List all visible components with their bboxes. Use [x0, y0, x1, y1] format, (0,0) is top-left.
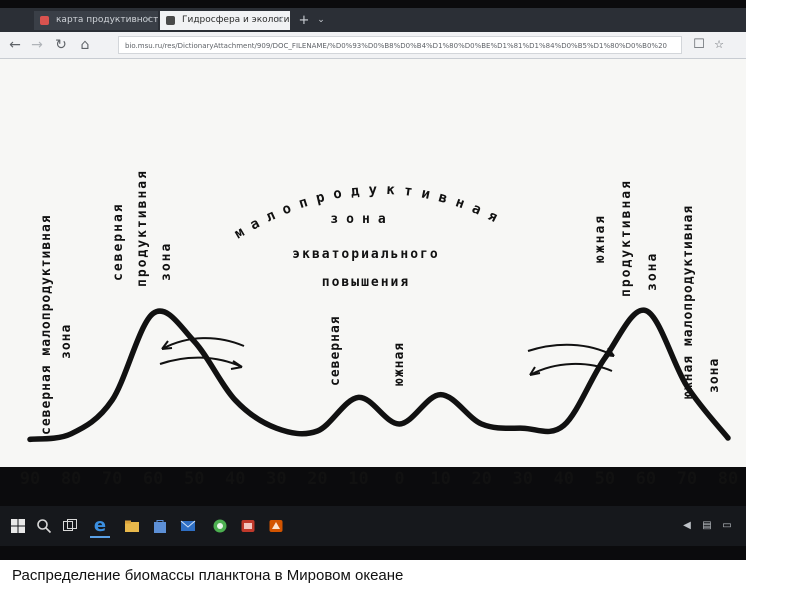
close-icon[interactable]: ✕	[143, 15, 152, 26]
slide-caption: Распределение биомассы планктона в Миров…	[12, 567, 404, 584]
x-tick-label: 60	[636, 469, 656, 489]
taskbar: e ◀ ▤ ▭	[0, 506, 746, 546]
windows-start-icon[interactable]	[10, 518, 26, 534]
south-low-label-2: зона	[707, 358, 722, 393]
south-high-label-1: южная	[593, 214, 608, 263]
tab-hydrosphere[interactable]: Гидросфера и экологи ✕	[160, 11, 290, 30]
x-tick-label: 20	[471, 469, 491, 489]
tab-label: Гидросфера и экологи	[182, 15, 290, 25]
x-tick-label: 60	[143, 469, 163, 489]
tab-label: карта продуктивности мир	[56, 15, 158, 25]
north-eq-label: северная	[328, 315, 343, 386]
mail-icon[interactable]	[180, 518, 196, 534]
document-page	[0, 59, 746, 467]
forward-arrow-icon[interactable]: →	[31, 37, 43, 53]
x-tick-label: 30	[266, 469, 286, 489]
tab-favicon-icon	[40, 16, 49, 25]
current-arrow-icon	[527, 343, 615, 357]
center-label-equatorial: экваториального	[292, 247, 439, 262]
app-icon[interactable]	[240, 518, 256, 534]
biomass-chart: 90 80 70 60 50 40 30 20 10 0 10 20 30 40 50 60 70 80 севе…	[20, 169, 738, 489]
home-icon[interactable]: ⌂	[80, 37, 90, 53]
center-label-upwelling: повышения	[322, 275, 410, 290]
store-icon[interactable]	[152, 518, 168, 534]
center-label-zone: зона	[330, 212, 393, 227]
x-tick-label: 30	[512, 469, 532, 489]
tab-menu-chevron-icon[interactable]: ⌄	[317, 15, 325, 25]
x-tick-label: 70	[677, 469, 697, 489]
volume-icon[interactable]: ◀	[683, 520, 691, 531]
x-tick-label: 40	[225, 469, 245, 489]
x-tick-label: 40	[554, 469, 574, 489]
x-tick-label: 50	[184, 469, 204, 489]
app-icon[interactable]	[212, 518, 228, 534]
x-tick-label: 80	[718, 469, 738, 489]
south-high-label-2: продуктивная	[619, 179, 634, 297]
x-axis-ticks: 90 80 70 60 50 40 30 20 10 0 10 20 30 40 50 60 70 80	[20, 469, 738, 489]
task-view-icon[interactable]	[62, 518, 78, 534]
address-bar: ← → ↻ ⌂ bio.msu.ru/res/DictionaryAttachm…	[0, 32, 746, 59]
x-tick-label: 70	[102, 469, 122, 489]
x-tick-label: 0	[394, 469, 404, 489]
file-explorer-icon[interactable]	[124, 518, 140, 534]
south-high-label-3: зона	[645, 252, 660, 291]
north-high-label-1: северная	[111, 202, 126, 281]
current-arrow-icon	[161, 337, 245, 350]
tab-productivity-map[interactable]: карта продуктивности мир ✕	[34, 11, 158, 30]
favorites-star-icon[interactable]: ☆	[714, 38, 724, 51]
url-field[interactable]: bio.msu.ru/res/DictionaryAttachment/909/…	[118, 36, 682, 54]
tab-bar: карта продуктивности мир ✕ Гидросфера и …	[0, 8, 746, 32]
south-eq-label: южная	[392, 342, 407, 386]
biomass-curve	[27, 307, 731, 443]
x-tick-label: 90	[20, 469, 40, 489]
north-high-label-3: зона	[159, 242, 174, 281]
x-tick-label: 50	[595, 469, 615, 489]
x-tick-label: 20	[307, 469, 327, 489]
reading-view-icon[interactable]: ☐	[693, 37, 705, 52]
current-arrow-icon	[529, 363, 613, 376]
app-icon[interactable]	[268, 518, 284, 534]
x-tick-label: 80	[61, 469, 81, 489]
photo: карта продуктивности мир ✕ Гидросфера и …	[0, 0, 746, 560]
south-low-label-1: южная малопродуктивная	[681, 205, 696, 399]
north-high-label-2: продуктивная	[135, 169, 150, 287]
current-arrows-south	[527, 343, 615, 376]
close-icon[interactable]: ✕	[275, 15, 284, 26]
network-icon[interactable]: ▤	[702, 520, 712, 531]
current-arrow-icon	[159, 356, 243, 368]
search-icon[interactable]	[36, 518, 52, 534]
x-tick-label: 10	[348, 469, 368, 489]
refresh-icon[interactable]: ↻	[55, 37, 67, 53]
x-tick-label: 10	[430, 469, 450, 489]
edge-browser-icon[interactable]: e	[90, 516, 110, 538]
current-arrows-north	[159, 337, 245, 370]
new-tab-button[interactable]: +	[298, 13, 310, 28]
back-arrow-icon[interactable]: ←	[9, 37, 21, 53]
tab-favicon-icon	[166, 16, 175, 25]
north-low-label-2: зона	[59, 324, 74, 359]
north-low-label-1: северная малопродуктивная	[39, 214, 54, 435]
notifications-icon[interactable]: ▭	[722, 520, 732, 531]
